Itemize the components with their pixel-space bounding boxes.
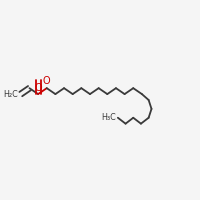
Text: H₂C: H₂C [4, 90, 18, 99]
Text: O: O [43, 76, 51, 86]
Text: H₃C: H₃C [101, 113, 116, 122]
Text: O: O [34, 83, 42, 93]
